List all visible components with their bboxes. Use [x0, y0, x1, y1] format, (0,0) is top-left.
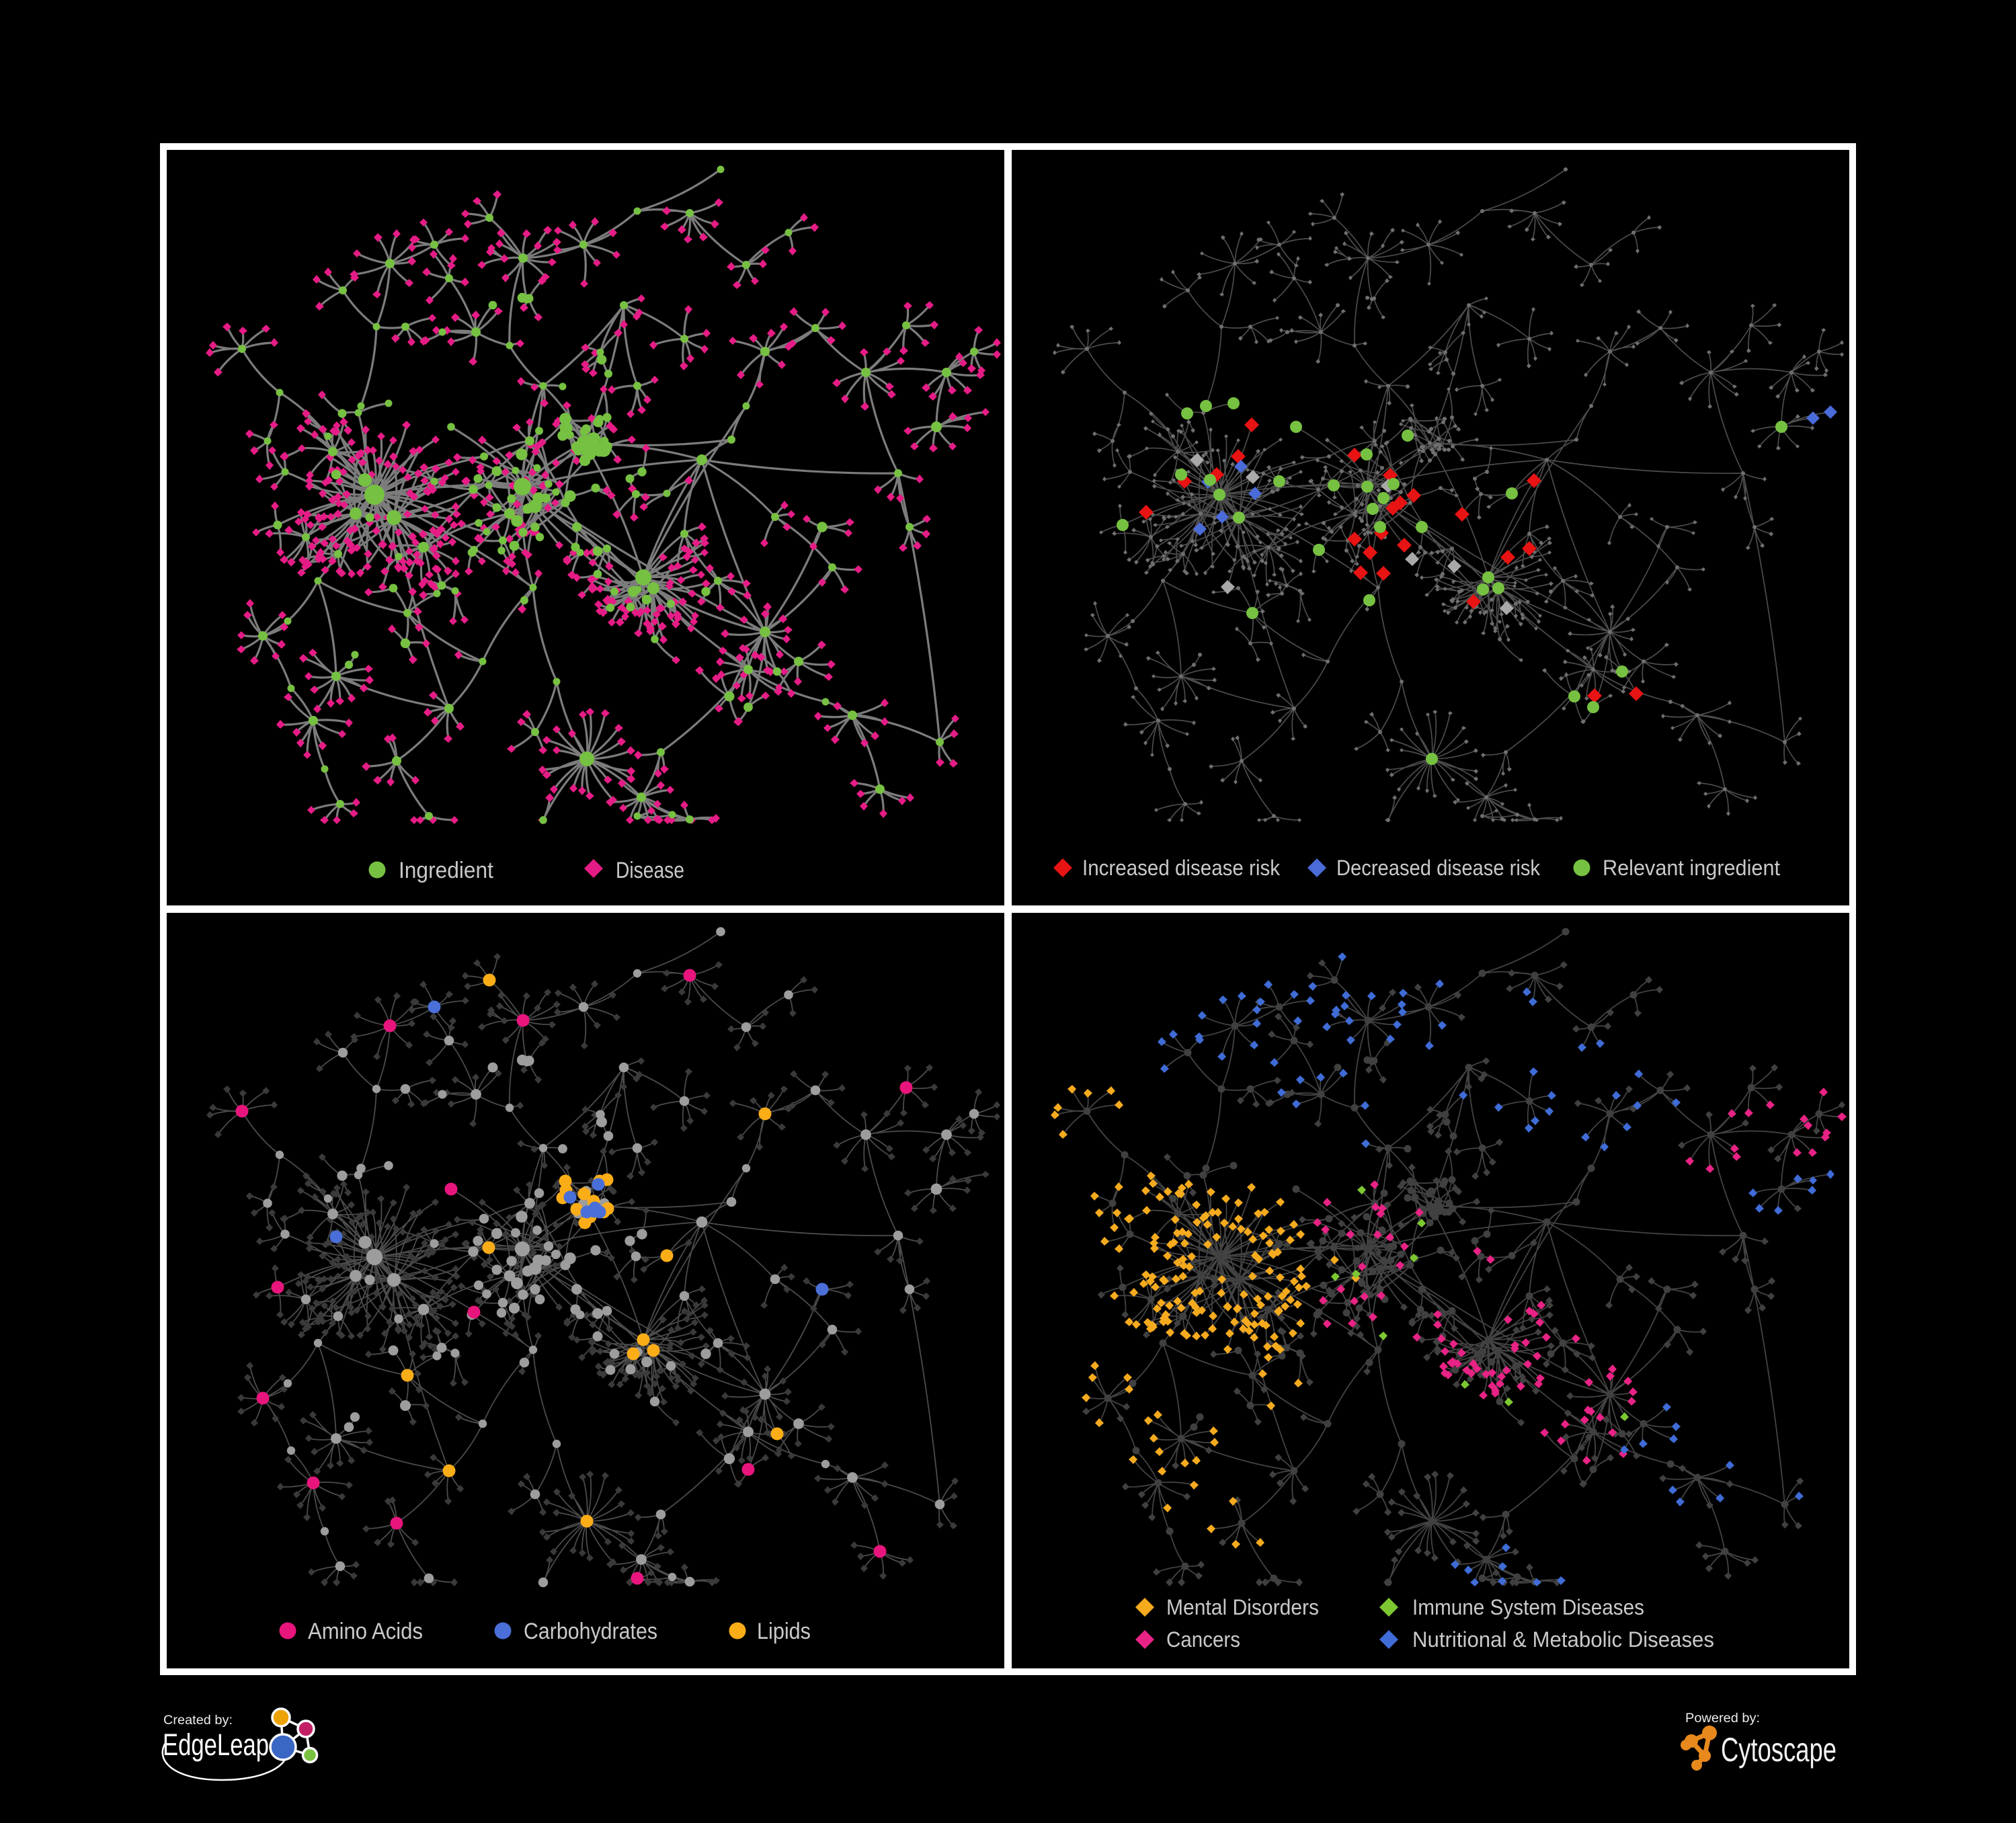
svg-text:Disease: Disease	[616, 858, 684, 883]
svg-text:Powered by:: Powered by:	[1685, 1711, 1760, 1726]
svg-text:Created by:: Created by:	[163, 1713, 233, 1728]
svg-text:Mental Disorders: Mental Disorders	[1166, 1595, 1319, 1619]
svg-text:Lipids: Lipids	[757, 1619, 811, 1644]
svg-text:Carbohydrates: Carbohydrates	[524, 1619, 657, 1644]
svg-text:Relevant ingredient: Relevant ingredient	[1603, 856, 1780, 880]
svg-text:Cancers: Cancers	[1166, 1627, 1240, 1652]
svg-text:Ingredient: Ingredient	[399, 858, 494, 883]
svg-text:Decreased disease risk: Decreased disease risk	[1336, 856, 1541, 880]
svg-text:Amino Acids: Amino Acids	[308, 1619, 423, 1644]
svg-text:EdgeLeap: EdgeLeap	[163, 1728, 269, 1762]
svg-text:Increased disease risk: Increased disease risk	[1082, 856, 1281, 880]
svg-text:Immune System Diseases: Immune System Diseases	[1412, 1595, 1644, 1619]
svg-text:Nutritional & Metabolic Diseas: Nutritional & Metabolic Diseases	[1412, 1627, 1714, 1652]
svg-text:Cytoscape: Cytoscape	[1721, 1731, 1837, 1769]
